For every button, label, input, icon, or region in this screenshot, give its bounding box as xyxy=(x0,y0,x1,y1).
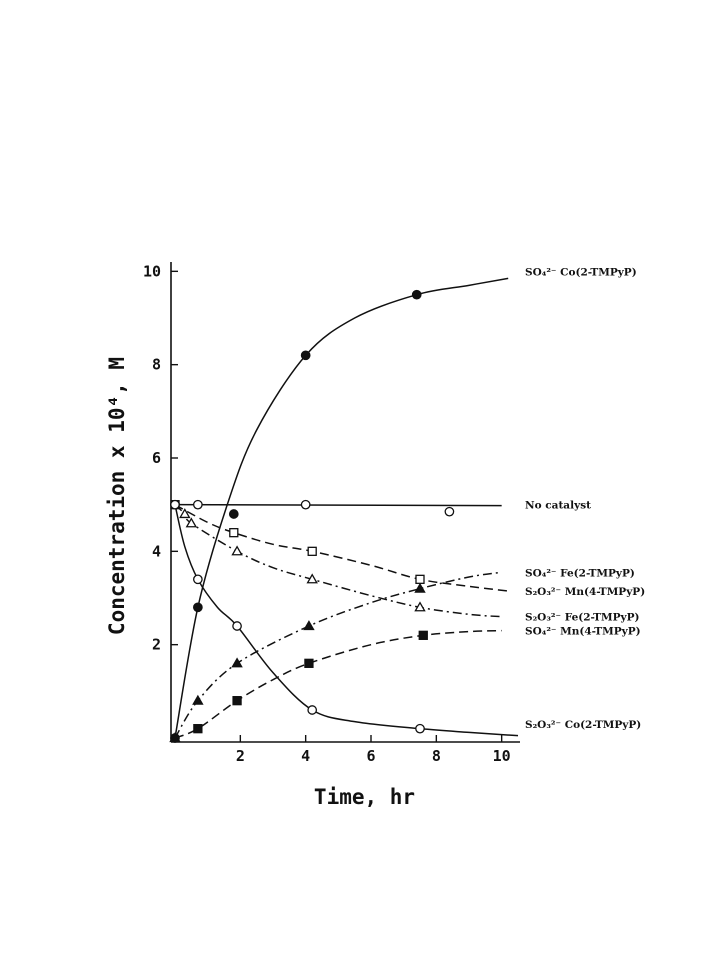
y-tick-label: 4 xyxy=(152,542,161,560)
series-3-point xyxy=(303,620,315,631)
series-7-point xyxy=(193,574,203,585)
series-2-line xyxy=(174,503,502,507)
series-6-line xyxy=(174,629,502,739)
x-tick-label: 6 xyxy=(366,747,375,765)
series-3-point xyxy=(192,694,204,705)
series-2-label: No catalyst xyxy=(525,500,591,512)
series-1-point xyxy=(193,602,203,613)
series-6-point xyxy=(304,658,314,668)
series-7-point xyxy=(307,705,318,715)
series-7-line xyxy=(174,504,519,737)
series-3-point xyxy=(414,582,426,593)
series-7-point xyxy=(415,723,425,734)
series-3-label: SO₄²⁻ Fe(2-TMPyP) xyxy=(525,567,635,579)
series-4-label: S₂O₃²⁻ Mn(4-TMPyP) xyxy=(525,586,645,598)
y-tick-label: 6 xyxy=(152,449,161,467)
series-5-point xyxy=(179,508,191,519)
x-tick-label: 10 xyxy=(493,747,511,765)
series-labels: SO₄²⁻ Co(2-TMPyP) No catalyst SO₄²⁻ Fe(2-T… xyxy=(525,266,645,731)
series-5-point xyxy=(231,545,243,556)
series-2-point xyxy=(300,499,311,510)
ticks: 2 4 6 8 10 2 4 6 8 10 xyxy=(143,262,511,765)
series-2-point xyxy=(193,499,203,510)
y-tick-label: 8 xyxy=(152,356,161,374)
series-5-label: S₂O₃²⁻ Fe(2-TMPyP) xyxy=(525,612,639,624)
x-tick-label: 8 xyxy=(432,747,441,765)
series-1-point xyxy=(228,509,239,519)
series-5-line xyxy=(174,504,502,618)
x-axis-title: Time, hr xyxy=(314,785,415,809)
series-3-point xyxy=(169,732,181,743)
markers xyxy=(169,289,455,743)
axes xyxy=(170,262,520,743)
y-axis-title: Concentration x 10⁴, M xyxy=(105,357,129,635)
series-1-point xyxy=(411,289,422,300)
series-4-point xyxy=(307,546,317,556)
series-4-line xyxy=(174,504,509,592)
y-tick-label: 2 xyxy=(152,636,161,654)
series-6-point xyxy=(418,630,428,640)
series-3-point xyxy=(231,657,243,668)
series-1-label: SO₄²⁻ Co(2-TMPyP) xyxy=(525,266,637,278)
series-6-label: SO₄²⁻ Mn(4-TMPyP) xyxy=(525,626,641,638)
x-tick-label: 4 xyxy=(301,747,310,765)
series-1-line xyxy=(174,277,509,739)
series-4-point xyxy=(415,574,425,584)
series-4-point xyxy=(229,528,239,538)
series-6-point xyxy=(232,696,242,706)
series-1-point xyxy=(300,350,311,361)
x-tick-label: 2 xyxy=(236,747,245,765)
series-7-label: S₂O₃²⁻ Co(2-TMPyP) xyxy=(525,719,641,731)
curves xyxy=(174,277,519,739)
y-tick-label: 10 xyxy=(143,262,161,280)
series-5-point xyxy=(414,601,426,612)
series-6-point xyxy=(193,724,203,734)
series-3-line xyxy=(174,571,502,739)
series-2-point xyxy=(444,506,455,517)
series-5-point xyxy=(306,573,318,584)
series-5-point xyxy=(185,517,198,528)
series-7-point xyxy=(232,621,242,631)
series-7-point xyxy=(170,499,180,510)
